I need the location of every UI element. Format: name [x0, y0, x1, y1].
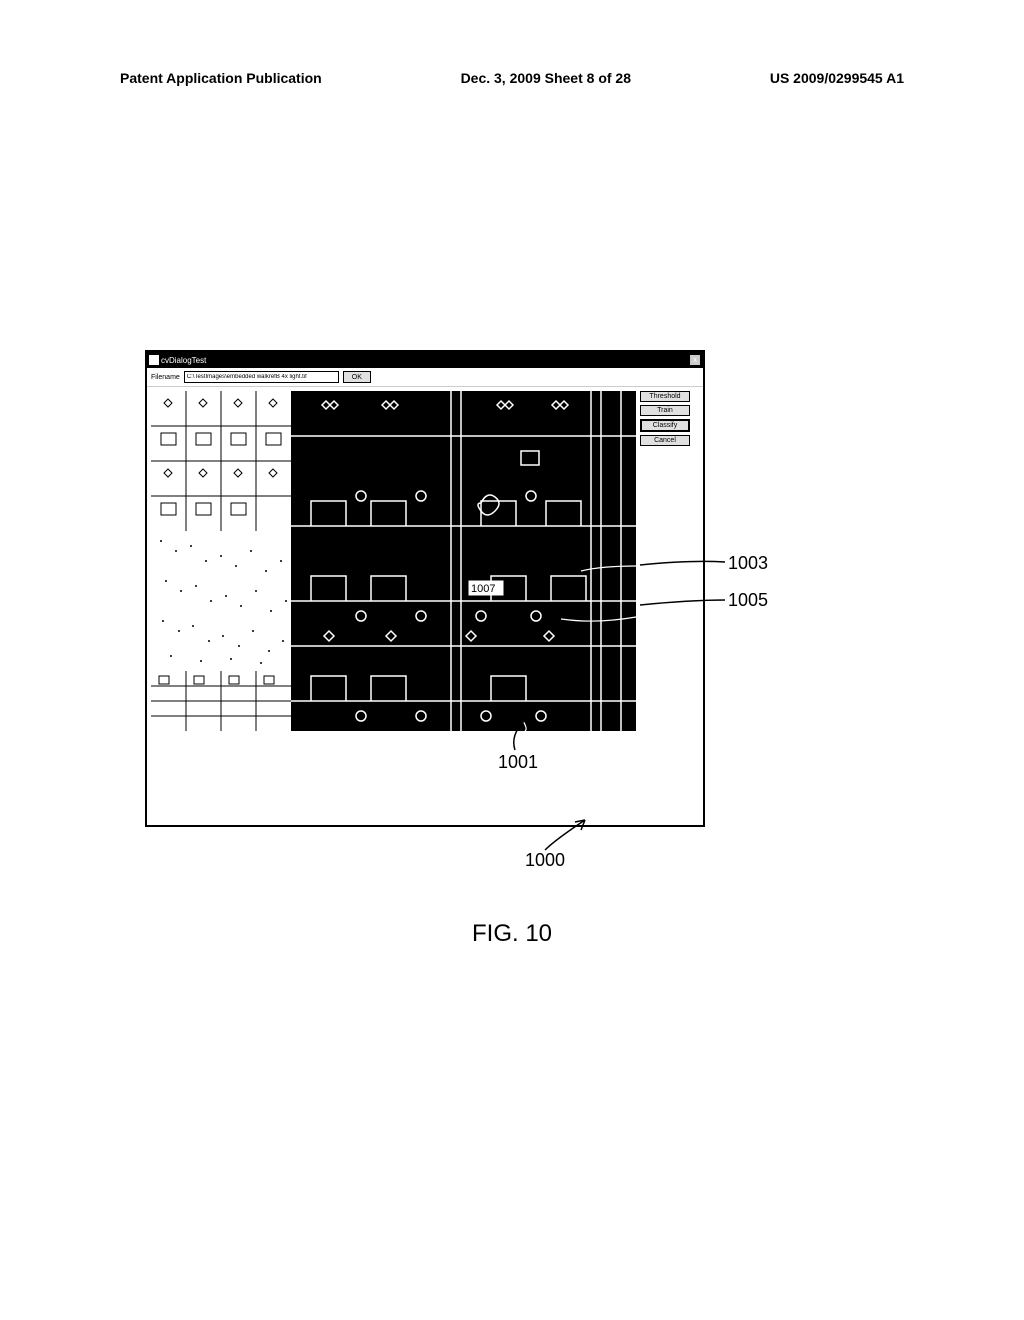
window-title: cvDialogTest — [161, 356, 206, 365]
toolbar: Filename OK — [147, 368, 703, 387]
label-1007: 1007 — [471, 583, 495, 595]
side-buttons: Threshold Train Classify Cancel — [640, 391, 690, 731]
classify-button[interactable]: Classify — [640, 419, 690, 432]
callout-1000: 1000 — [525, 850, 565, 871]
header-right: US 2009/0299545 A1 — [770, 70, 904, 86]
dialog-window: cvDialogTest x Filename OK — [145, 350, 705, 827]
callout-1001: 1001 — [498, 752, 538, 773]
threshold-button[interactable]: Threshold — [640, 391, 690, 402]
ok-button[interactable]: OK — [343, 371, 371, 383]
cancel-button[interactable]: Cancel — [640, 435, 690, 446]
figure-caption: FIG. 10 — [0, 920, 1024, 948]
schematic-svg: 1007 — [151, 391, 636, 731]
filename-input[interactable] — [184, 371, 339, 383]
titlebar: cvDialogTest x — [147, 352, 703, 368]
close-button[interactable]: x — [689, 354, 701, 366]
header-center: Dec. 3, 2009 Sheet 8 of 28 — [461, 70, 631, 86]
content-area: 1007 Threshold Train Classify Cancel — [147, 387, 703, 735]
header-left: Patent Application Publication — [120, 70, 322, 86]
image-panel: 1007 — [151, 391, 636, 731]
below-area — [147, 735, 703, 825]
page-header: Patent Application Publication Dec. 3, 2… — [0, 70, 1024, 86]
app-icon — [149, 355, 159, 365]
callout-1003: 1003 — [728, 553, 768, 574]
filename-label: Filename — [151, 374, 180, 381]
train-button[interactable]: Train — [640, 405, 690, 416]
callout-1005: 1005 — [728, 590, 768, 611]
